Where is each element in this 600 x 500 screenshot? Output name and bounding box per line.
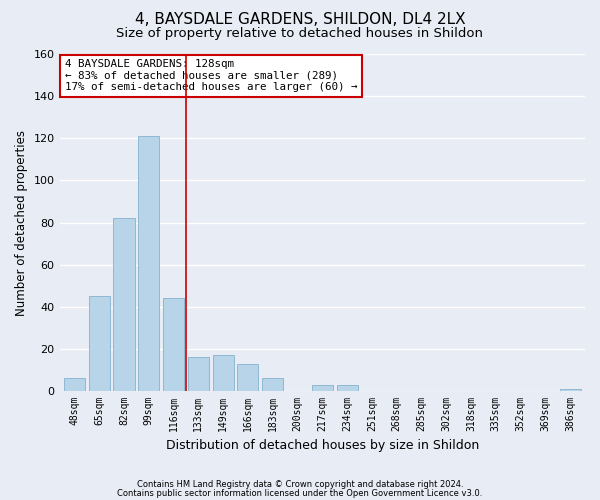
Bar <box>312 384 333 391</box>
Bar <box>113 218 134 391</box>
Bar <box>212 355 233 391</box>
Bar <box>262 378 283 391</box>
Bar <box>560 389 581 391</box>
Bar <box>138 136 160 391</box>
X-axis label: Distribution of detached houses by size in Shildon: Distribution of detached houses by size … <box>166 440 479 452</box>
Bar <box>64 378 85 391</box>
Bar <box>163 298 184 391</box>
Bar <box>337 384 358 391</box>
Text: 4 BAYSDALE GARDENS: 128sqm
← 83% of detached houses are smaller (289)
17% of sem: 4 BAYSDALE GARDENS: 128sqm ← 83% of deta… <box>65 59 357 92</box>
Y-axis label: Number of detached properties: Number of detached properties <box>15 130 28 316</box>
Text: Contains HM Land Registry data © Crown copyright and database right 2024.: Contains HM Land Registry data © Crown c… <box>137 480 463 489</box>
Bar <box>89 296 110 391</box>
Bar <box>188 358 209 391</box>
Text: 4, BAYSDALE GARDENS, SHILDON, DL4 2LX: 4, BAYSDALE GARDENS, SHILDON, DL4 2LX <box>134 12 466 28</box>
Text: Size of property relative to detached houses in Shildon: Size of property relative to detached ho… <box>116 28 484 40</box>
Bar <box>238 364 259 391</box>
Text: Contains public sector information licensed under the Open Government Licence v3: Contains public sector information licen… <box>118 488 482 498</box>
